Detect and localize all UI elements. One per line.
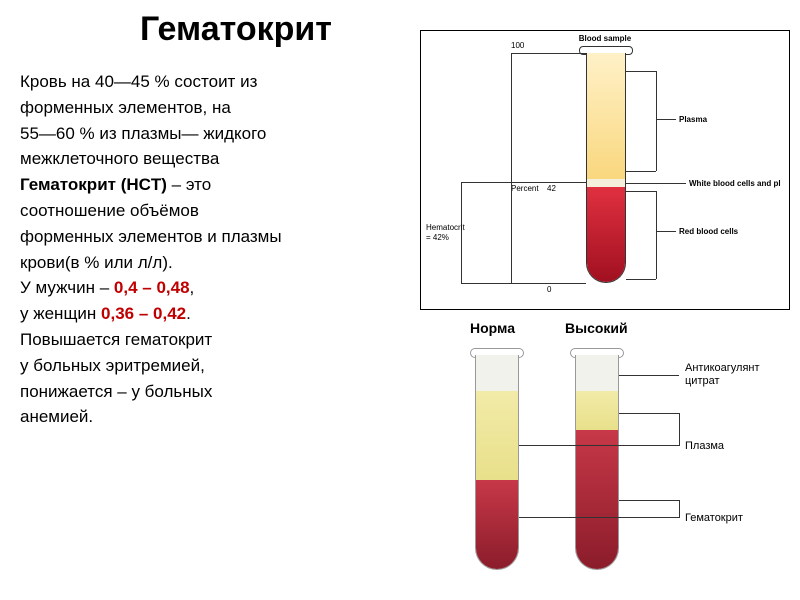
sample-label: Blood sample — [579, 34, 631, 43]
callout-line — [619, 413, 679, 414]
scale-percent: Percent — [511, 184, 539, 193]
callout-anticoag: Антикоагулянт цитрат — [685, 362, 760, 388]
plasma-layer — [476, 391, 518, 480]
hct-layer — [576, 430, 618, 570]
high-label: Высокий — [565, 320, 628, 336]
line: Гематокрит (HCT) – это — [20, 173, 400, 197]
callout-hct: Гематокрит — [685, 512, 743, 525]
scale-tick — [547, 283, 586, 284]
callout-line — [519, 517, 679, 518]
line: понижается – у больных — [20, 380, 400, 404]
bracket — [626, 191, 656, 192]
callout-line — [519, 445, 679, 446]
bracket — [656, 231, 676, 232]
wbc-label: White blood cells and pl — [689, 179, 781, 188]
tube-normal — [475, 345, 519, 570]
bracket — [656, 119, 676, 120]
scale-100: 100 — [511, 41, 524, 50]
hct-bracket — [461, 182, 511, 183]
line: форменных элементов, на — [20, 96, 400, 120]
scale-42: 42 — [547, 184, 556, 193]
female-range: 0,36 – 0,42 — [101, 304, 186, 323]
line: Повышается гематокрит — [20, 328, 400, 352]
line: анемией. — [20, 405, 400, 429]
bracket — [656, 71, 657, 171]
anticoag-layer — [576, 355, 618, 391]
plasma-layer — [576, 391, 618, 430]
plasma-layer — [587, 53, 625, 179]
callout-plasma: Плазма — [685, 440, 724, 453]
line: 55—60 % из плазмы— жидкого — [20, 122, 400, 146]
normal-vs-high-diagram: Норма Высокий Антикоагулянт цитрат Плазм… — [410, 320, 790, 595]
hct-label: Hematocrit — [426, 223, 465, 232]
anticoag-layer — [476, 355, 518, 391]
rbc-label: Red blood cells — [679, 227, 738, 236]
callout-line — [619, 500, 679, 501]
blood-tube — [586, 53, 626, 283]
normal-label: Норма — [470, 320, 515, 336]
male-range: 0,4 – 0,48 — [114, 278, 190, 297]
rbc-layer — [587, 187, 625, 283]
hct-term: Гематокрит (HCT) — [20, 175, 167, 194]
line: У мужчин – 0,4 – 0,48, — [20, 276, 400, 300]
bracket — [626, 71, 656, 72]
line: форменных элементов и плазмы — [20, 225, 400, 249]
tube-body — [575, 355, 619, 570]
bracket — [626, 183, 686, 184]
line: соотношение объёмов — [20, 199, 400, 223]
bracket — [656, 191, 657, 279]
line: у женщин 0,36 – 0,42. — [20, 302, 400, 326]
hct-value: = 42% — [426, 233, 449, 242]
tube-high — [575, 345, 619, 570]
line: Кровь на 40—45 % состоит из — [20, 70, 400, 94]
buffy-coat-layer — [587, 179, 625, 187]
callout-line — [679, 500, 680, 518]
line: межклеточного вещества — [20, 147, 400, 171]
plasma-label: Plasma — [679, 115, 707, 124]
tube-body — [475, 355, 519, 570]
scale-0: 0 — [547, 285, 551, 294]
bracket — [626, 171, 656, 172]
hct-bracket — [461, 182, 462, 283]
scale-tick — [511, 182, 586, 183]
line: у больных эритремией, — [20, 354, 400, 378]
hematocrit-schematic: Blood sample 100 Percent 42 0 Hematocrit… — [420, 30, 790, 310]
bracket — [626, 279, 656, 280]
hct-bracket — [461, 283, 547, 284]
scale-axis — [511, 53, 512, 283]
page-title: Гематокрит — [140, 10, 332, 49]
callout-line — [619, 375, 679, 376]
body-text: Кровь на 40—45 % состоит из форменных эл… — [20, 70, 400, 431]
hct-layer — [476, 480, 518, 570]
scale-tick — [511, 53, 586, 54]
callout-line — [679, 413, 680, 446]
line: крови(в % или л/л). — [20, 251, 400, 275]
